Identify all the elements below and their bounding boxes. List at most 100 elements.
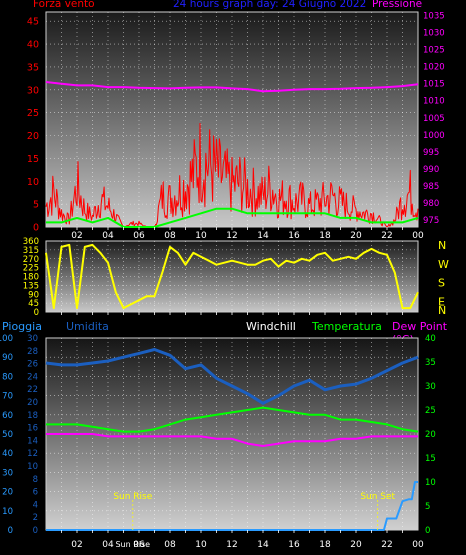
humidity-tick-label: 6 — [33, 488, 38, 498]
wind-tick-label: 5 — [33, 200, 39, 211]
wind-tick-label: 10 — [27, 177, 39, 188]
panel-background — [45, 240, 419, 313]
hour-label-top: 06 — [133, 231, 145, 241]
humidity-tick-label: 30 — [27, 334, 38, 344]
hour-label-bottom: 22 — [381, 540, 392, 550]
hour-label-top: 08 — [164, 231, 176, 241]
hour-label-top: 00 — [412, 231, 424, 241]
temperature-tick-label: 25 — [425, 406, 436, 416]
wind-tick-label: 30 — [27, 85, 39, 96]
temperature-tick-label: 30 — [425, 382, 436, 392]
sunset-label: Sun Set — [360, 492, 395, 502]
humidity-tick-label: 14 — [27, 436, 38, 446]
humidity-tick-label: 10 — [27, 462, 38, 472]
pressure-tick-label: 1035 — [423, 11, 445, 21]
bottom-legend: Pioggia Umidita Windchill Temperatura De… — [0, 320, 466, 346]
wind-tick-label: 35 — [27, 62, 39, 73]
rain-tick-label: 30 — [2, 468, 13, 478]
pressure-tick-label: 1000 — [423, 131, 445, 141]
humidity-tick-label: 26 — [27, 360, 38, 370]
sunrise-axis-label: Sun Rise — [115, 540, 150, 549]
pressure-tick-label: 975 — [423, 216, 439, 226]
rain-tick-label: 50 — [2, 430, 13, 440]
compass-label: N — [438, 304, 446, 317]
pressure-tick-label: 1015 — [423, 80, 445, 90]
hour-label-top: 12 — [226, 231, 237, 241]
humidity-tick-label: 8 — [33, 475, 38, 485]
wind-tick-label: 25 — [27, 108, 39, 119]
hour-label-top: 22 — [381, 231, 392, 241]
pressure-tick-label: 1005 — [423, 114, 445, 124]
humidity-tick-label: 28 — [27, 347, 38, 357]
legend-umidita: Umidita — [66, 320, 109, 333]
direction-tick-label: 360 — [23, 237, 39, 247]
temperature-tick-label: 10 — [425, 478, 436, 488]
direction-tick-label: 135 — [23, 281, 39, 291]
humidity-tick-label: 22 — [27, 385, 38, 395]
hour-label-bottom: 06 — [133, 540, 145, 550]
direction-tick-label: 270 — [23, 255, 39, 265]
humidity-tick-label: 4 — [33, 500, 38, 510]
hour-label-bottom: 20 — [350, 540, 362, 550]
hour-label-bottom: 14 — [257, 540, 269, 550]
humidity-tick-label: 0 — [33, 526, 38, 536]
pressure-tick-label: 995 — [423, 148, 439, 158]
rain-tick-label: 60 — [2, 411, 13, 421]
humidity-tick-label: 24 — [27, 372, 38, 382]
humidity-tick-label: 18 — [27, 411, 38, 421]
temperature-tick-label: 5 — [425, 502, 430, 512]
chart-title: 24 hours graph day: 24 Giugno 2022 — [173, 0, 367, 10]
compass-label: E — [438, 295, 445, 308]
hour-label-bottom: 10 — [195, 540, 207, 550]
hour-label-bottom: 04 — [102, 540, 114, 550]
compass-label: W — [438, 258, 449, 271]
temperature-tick-label: 35 — [425, 358, 436, 368]
chart-header: Forza vento 24 hours graph day: 24 Giugn… — [0, 0, 466, 12]
pressure-tick-label: 1030 — [423, 28, 445, 38]
hour-label-bottom: 02 — [71, 540, 82, 550]
wind-tick-label: 20 — [27, 131, 39, 142]
pressure-axis-label: Pressione — [372, 0, 423, 10]
hour-label-bottom: 08 — [164, 540, 176, 550]
panel-background — [45, 11, 419, 228]
direction-tick-label: 90 — [28, 290, 39, 300]
direction-tick-label: 45 — [28, 299, 39, 309]
hour-label-top: 16 — [288, 231, 300, 241]
rain-tick-label: 40 — [2, 449, 13, 459]
direction-tick-label: 180 — [23, 273, 39, 283]
wind-axis-label: Forza vento — [33, 0, 95, 10]
compass-label: S — [438, 277, 445, 290]
dewpoint-series — [46, 433, 418, 447]
humidity-tick-label: 20 — [27, 398, 38, 408]
legend-pioggia: Pioggia — [2, 320, 42, 333]
hour-label-bottom: 16 — [288, 540, 300, 550]
temperature-series — [46, 406, 419, 433]
humidity-tick-label: 16 — [27, 424, 38, 434]
rain-tick-label: 70 — [2, 392, 13, 402]
legend-temperatura: Temperatura — [312, 320, 382, 333]
pressure-tick-label: 990 — [423, 165, 439, 175]
humidity-tick-label: 2 — [33, 513, 38, 523]
humidity-series — [45, 348, 419, 405]
rain-tick-label: 90 — [2, 353, 13, 363]
rain-tick-label: 80 — [2, 372, 13, 382]
direction-tick-label: 0 — [34, 308, 39, 318]
hour-label-top: 20 — [350, 231, 362, 241]
wind-tick-label: 45 — [27, 17, 39, 28]
hour-label-bottom: 12 — [226, 540, 237, 550]
hour-label-top: 10 — [195, 231, 207, 241]
hour-label-top: 14 — [257, 231, 269, 241]
pressure-tick-label: 1025 — [423, 46, 445, 56]
temperature-tick-label: 0 — [425, 526, 430, 536]
legend-windchill: Windchill — [246, 320, 296, 333]
pressure-tick-label: 1010 — [423, 97, 445, 107]
wind-gust-series — [46, 207, 419, 228]
direction-tick-label: 315 — [23, 246, 39, 256]
pressure-series — [45, 81, 419, 93]
temperature-tick-label: 15 — [425, 454, 436, 464]
hour-label-top: 02 — [71, 231, 82, 241]
pressure-tick-label: 985 — [423, 182, 439, 192]
wind-tick-label: 40 — [27, 40, 39, 51]
rain-tick-label: 0 — [8, 526, 13, 536]
